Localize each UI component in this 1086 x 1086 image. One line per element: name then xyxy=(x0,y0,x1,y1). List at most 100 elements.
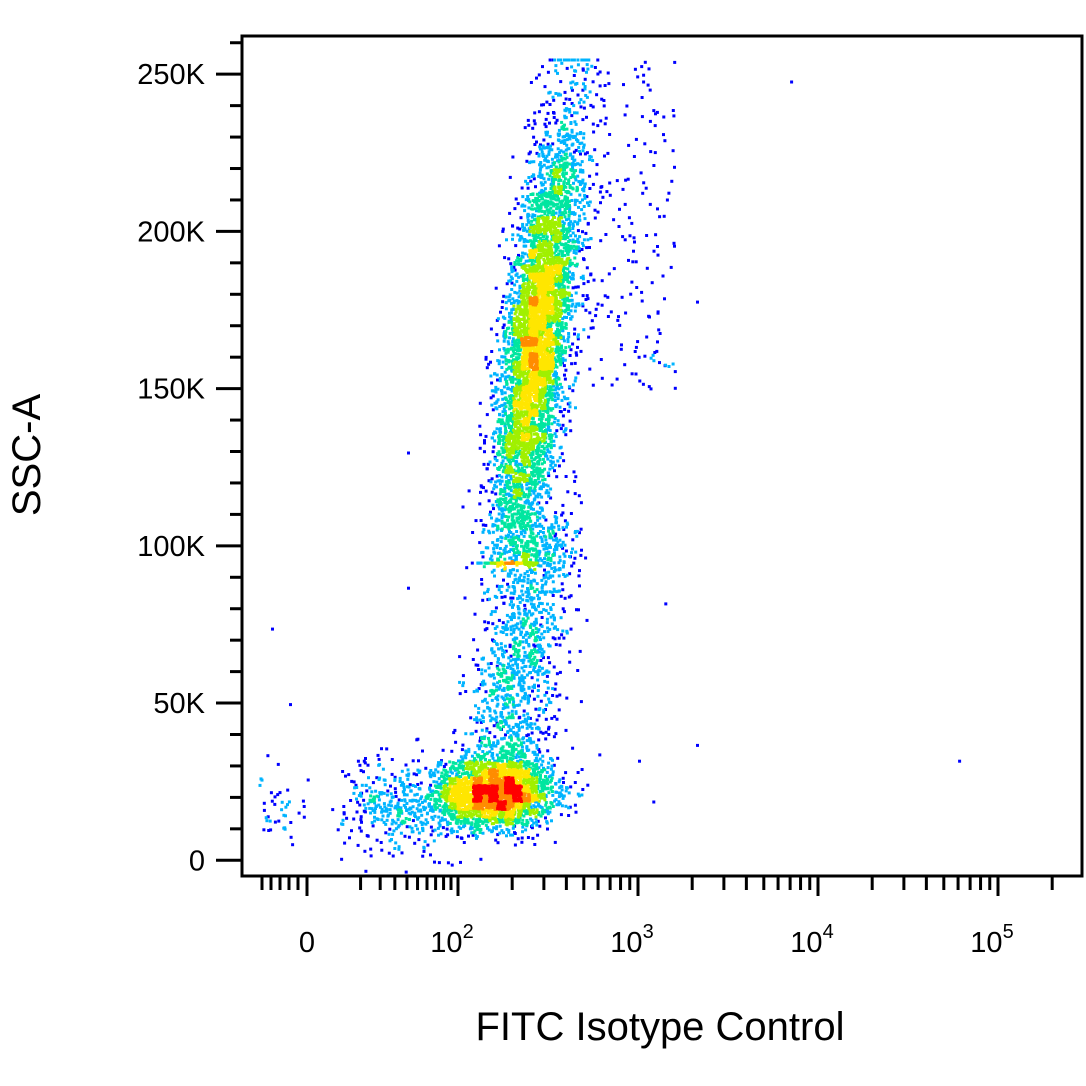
data-point xyxy=(552,204,556,208)
data-point xyxy=(549,774,553,778)
data-point xyxy=(487,666,491,670)
data-point xyxy=(424,766,428,770)
data-point xyxy=(431,829,435,833)
data-point xyxy=(550,764,554,768)
data-point xyxy=(491,692,495,696)
data-point xyxy=(490,490,494,494)
data-point xyxy=(539,175,543,179)
data-point xyxy=(561,301,564,305)
data-point xyxy=(545,159,549,163)
data-point xyxy=(534,239,538,242)
data-point xyxy=(486,462,490,466)
data-point xyxy=(553,332,556,336)
data-point xyxy=(589,326,593,330)
data-point xyxy=(463,755,467,759)
data-point xyxy=(544,146,548,150)
data-point xyxy=(567,240,571,244)
data-point xyxy=(556,397,560,401)
data-point xyxy=(381,767,385,771)
data-point xyxy=(577,218,581,222)
data-point xyxy=(568,262,572,266)
data-point xyxy=(476,689,479,693)
data-point xyxy=(535,534,539,538)
data-point xyxy=(459,764,463,768)
data-point xyxy=(503,377,507,381)
data-point xyxy=(369,811,373,815)
data-point xyxy=(444,834,448,838)
data-point xyxy=(533,484,537,488)
data-point xyxy=(506,666,509,670)
data-point xyxy=(544,535,548,539)
data-point xyxy=(485,366,489,370)
data-point xyxy=(511,667,515,671)
data-point xyxy=(522,609,526,613)
data-point xyxy=(560,346,564,350)
data-point xyxy=(567,58,571,62)
data-point xyxy=(522,669,526,673)
data-point xyxy=(535,588,539,592)
data-point xyxy=(529,244,533,248)
data-point xyxy=(567,595,571,599)
data-point xyxy=(548,574,552,578)
data-point xyxy=(284,805,288,809)
data-point xyxy=(539,730,543,734)
data-point xyxy=(547,150,551,154)
data-point xyxy=(514,734,518,738)
data-point xyxy=(280,800,284,804)
data-point xyxy=(492,463,496,467)
data-point xyxy=(529,722,533,726)
data-point xyxy=(534,256,538,260)
data-point xyxy=(576,162,580,166)
data-point xyxy=(530,807,534,811)
data-point xyxy=(533,650,537,654)
data-point xyxy=(545,806,549,810)
data-point xyxy=(362,770,365,774)
data-point xyxy=(538,173,542,177)
data-point xyxy=(498,662,502,666)
data-point xyxy=(497,437,501,441)
data-point xyxy=(503,547,507,550)
data-point xyxy=(527,206,531,210)
data-point xyxy=(492,724,496,728)
data-point xyxy=(373,810,377,814)
data-point xyxy=(579,105,583,109)
data-point xyxy=(565,316,568,319)
data-point xyxy=(548,532,552,536)
data-point xyxy=(548,534,552,538)
data-point xyxy=(553,395,557,399)
data-point xyxy=(569,512,573,515)
data-point xyxy=(546,471,550,475)
data-point xyxy=(539,143,542,147)
data-point xyxy=(540,232,544,236)
data-point xyxy=(379,841,383,844)
data-point xyxy=(532,465,536,469)
data-point xyxy=(511,671,515,675)
data-point xyxy=(516,597,520,601)
data-point xyxy=(340,857,344,861)
data-point xyxy=(547,420,550,424)
data-point xyxy=(450,771,454,775)
data-point xyxy=(569,627,573,631)
data-point xyxy=(566,490,570,494)
data-point xyxy=(585,246,589,250)
data-point xyxy=(497,502,501,506)
data-point xyxy=(541,544,545,548)
data-point xyxy=(557,342,561,346)
data-point xyxy=(544,580,548,584)
data-point xyxy=(511,537,515,541)
data-point xyxy=(416,768,420,772)
data-point xyxy=(578,531,581,535)
data-point xyxy=(380,747,383,751)
data-point xyxy=(552,587,556,591)
data-point xyxy=(520,840,524,844)
data-point xyxy=(591,80,595,84)
data-point xyxy=(518,300,522,304)
data-point xyxy=(541,444,545,448)
data-point xyxy=(523,650,527,654)
data-point xyxy=(558,208,562,212)
data-point xyxy=(371,781,375,785)
data-point xyxy=(393,775,397,779)
data-point xyxy=(504,398,508,402)
data-point xyxy=(544,717,548,721)
data-point xyxy=(511,414,514,418)
